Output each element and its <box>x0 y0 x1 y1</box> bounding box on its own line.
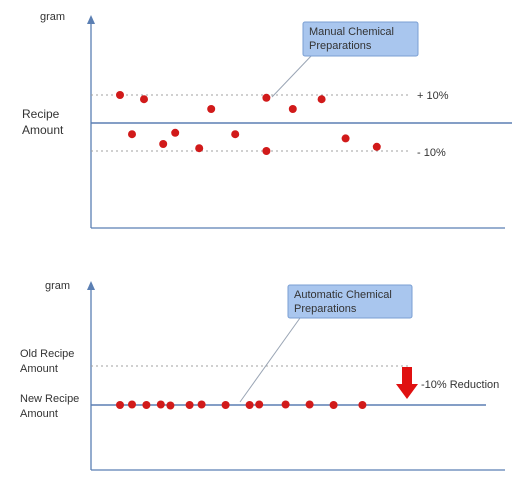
automatic-callout-box <box>287 284 413 319</box>
new-recipe-amount-label: New Recipe Amount <box>20 393 82 420</box>
manual-point-5 <box>171 128 180 137</box>
manual-point-10 <box>262 147 271 155</box>
automatic-callout-text: Automatic Chemical Preparations <box>294 289 395 315</box>
automatic-point-6 <box>185 401 194 409</box>
automatic-point-7 <box>197 400 206 409</box>
automatic-point-10 <box>255 400 264 409</box>
manual-upper-band-label: + 10% <box>417 90 449 102</box>
manual-point-2 <box>128 130 136 139</box>
manual-recipe-amount-label: Recipe Amount <box>22 107 64 137</box>
automatic-points <box>116 400 367 410</box>
manual-point-7 <box>207 105 216 113</box>
manual-point-9 <box>262 93 271 102</box>
automatic-point-8 <box>221 401 230 409</box>
automatic-callout-leader <box>239 317 301 403</box>
automatic-point-13 <box>329 401 338 409</box>
automatic-y-axis-arrowhead <box>87 281 95 290</box>
manual-point-14 <box>372 142 381 151</box>
manual-point-3 <box>140 95 148 104</box>
automatic-chart: gram Old Recipe Amount New Recipe Amount… <box>20 280 505 471</box>
automatic-point-12 <box>305 400 314 409</box>
manual-point-12 <box>317 95 326 104</box>
manual-point-1 <box>116 91 124 99</box>
manual-y-axis-arrowhead <box>87 15 95 24</box>
manual-point-8 <box>231 130 240 139</box>
manual-point-13 <box>341 134 350 143</box>
automatic-point-2 <box>128 400 136 409</box>
manual-recipe-label-line1: Recipe <box>22 107 60 121</box>
reduction-arrow-icon <box>396 367 418 399</box>
automatic-y-unit: gram <box>45 280 70 292</box>
automatic-point-14 <box>358 401 367 409</box>
manual-chart: gram Recipe Amount + 10% - 10% Manual Ch… <box>22 11 512 229</box>
automatic-point-5 <box>166 401 175 410</box>
manual-callout-box <box>302 21 419 57</box>
manual-lower-band-label: - 10% <box>417 147 446 159</box>
automatic-point-11 <box>281 400 290 409</box>
manual-point-4 <box>159 140 168 148</box>
manual-recipe-label-line2: Amount <box>22 123 64 137</box>
manual-callout-leader <box>271 53 314 98</box>
reduction-label: -10% Reduction <box>421 379 499 391</box>
automatic-point-4 <box>156 400 165 409</box>
old-recipe-amount-label: Old Recipe Amount <box>20 348 77 375</box>
manual-callout-text: Manual Chemical Preparations <box>309 26 397 52</box>
manual-point-6 <box>195 144 204 153</box>
automatic-point-1 <box>116 401 124 409</box>
automatic-point-9 <box>245 401 254 409</box>
manual-point-11 <box>288 105 297 113</box>
automatic-point-3 <box>142 401 151 409</box>
manual-points <box>116 91 381 155</box>
manual-y-unit: gram <box>40 11 65 23</box>
